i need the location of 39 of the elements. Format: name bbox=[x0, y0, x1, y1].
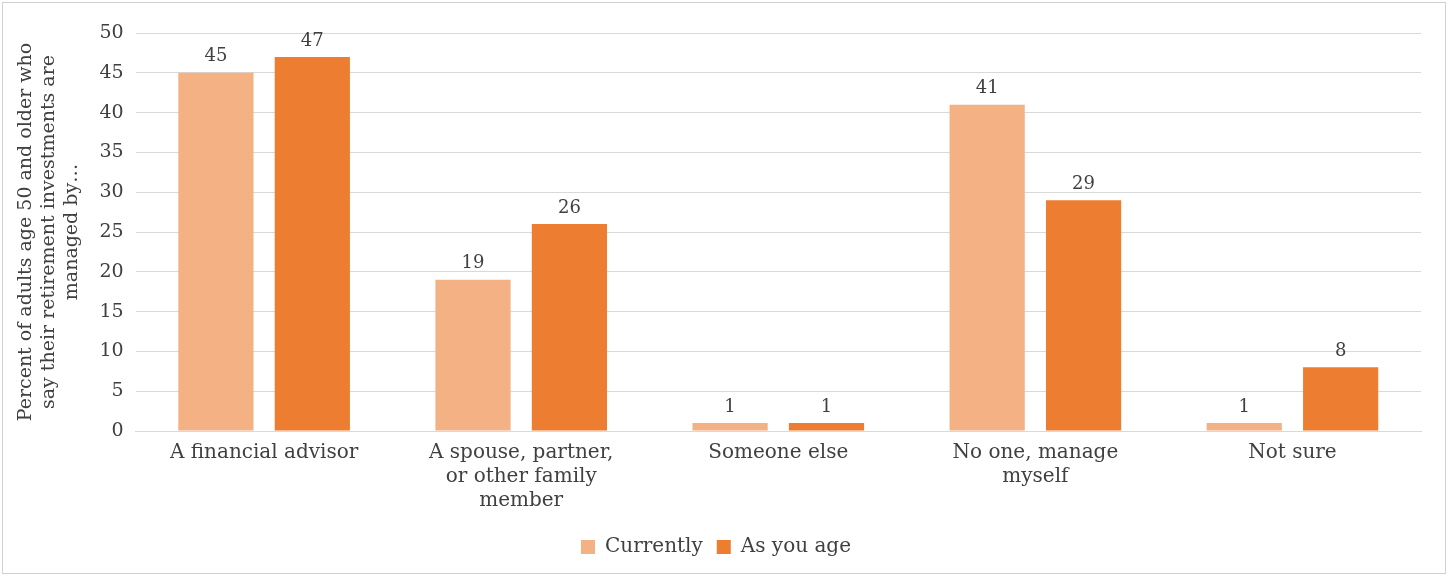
y-tick-label: 45 bbox=[99, 59, 124, 82]
y-tick-label: 20 bbox=[99, 258, 124, 281]
bar bbox=[435, 279, 511, 431]
bar bbox=[1206, 423, 1282, 431]
y-tick-label: 30 bbox=[99, 179, 124, 202]
data-label: 1 bbox=[724, 394, 736, 416]
data-label: 1 bbox=[820, 394, 833, 416]
bar bbox=[692, 423, 768, 431]
bar bbox=[1045, 200, 1122, 431]
bar bbox=[788, 423, 865, 431]
y-tick-label: 40 bbox=[99, 99, 124, 122]
y-tick-label: 10 bbox=[99, 338, 124, 361]
data-label: 1 bbox=[1238, 394, 1250, 416]
x-tick-label: A financial advisor bbox=[168, 439, 359, 464]
x-tick-label: A spouse, partner, or other family member bbox=[428, 439, 614, 512]
y-axis-title: Percent of adults age 50 and older who say their retirement investments are managed by… bbox=[13, 42, 81, 422]
y-tick-label: 35 bbox=[99, 139, 124, 162]
y-tick-label: 25 bbox=[99, 218, 124, 241]
y-tick-label: 5 bbox=[111, 378, 124, 401]
y-tick-label: 50 bbox=[99, 19, 124, 42]
x-tick-label: No one, manage myself bbox=[952, 439, 1119, 488]
bar bbox=[531, 224, 608, 431]
x-tick-label: Not sure bbox=[1248, 439, 1337, 464]
data-label: 19 bbox=[461, 251, 485, 273]
legend-label: Currently bbox=[605, 533, 704, 558]
x-tick-label: Someone else bbox=[708, 439, 849, 464]
bar bbox=[178, 72, 254, 431]
data-label: 29 bbox=[1072, 171, 1096, 193]
bar bbox=[274, 56, 350, 431]
bar bbox=[1303, 367, 1379, 431]
data-label: 26 bbox=[557, 195, 581, 217]
data-label: 41 bbox=[975, 76, 999, 98]
legend-label: As you age bbox=[739, 533, 851, 558]
y-tick-label: 0 bbox=[111, 417, 124, 440]
data-label: 45 bbox=[204, 44, 228, 66]
bar bbox=[949, 104, 1025, 431]
y-tick-label: 15 bbox=[99, 298, 124, 321]
data-label: 47 bbox=[300, 28, 324, 50]
data-label: 8 bbox=[1334, 338, 1347, 360]
